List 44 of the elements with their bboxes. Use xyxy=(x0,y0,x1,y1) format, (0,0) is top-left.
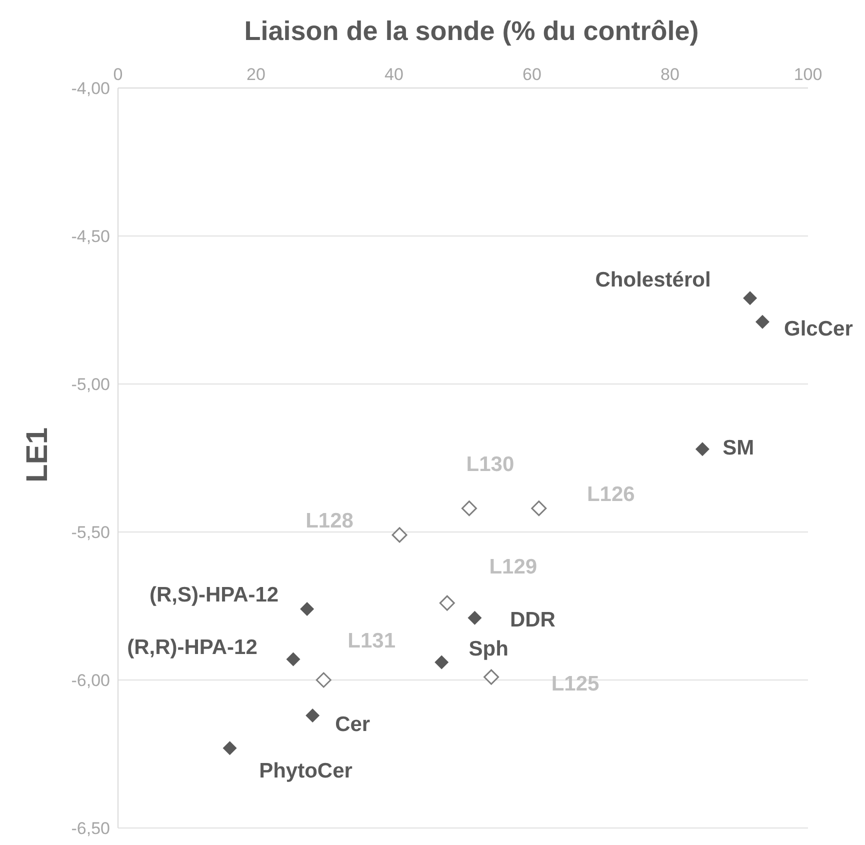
annotation: L130 xyxy=(466,452,514,476)
point xyxy=(484,669,500,685)
y-tick-label: -5,00 xyxy=(71,375,110,394)
y-tick-label: -6,00 xyxy=(71,671,110,690)
annotation: L126 xyxy=(586,482,635,506)
point xyxy=(306,708,320,723)
annotation: SM xyxy=(722,436,754,460)
annotation: Sph xyxy=(468,638,508,661)
annotation: DDR xyxy=(510,608,556,632)
x-tick-label: 60 xyxy=(522,65,542,84)
point xyxy=(743,291,758,306)
annotation: PhytoCer xyxy=(259,760,352,783)
annotation: Cholestérol xyxy=(595,268,711,292)
annotation: L129 xyxy=(489,556,538,579)
point xyxy=(531,500,547,516)
annotation: (R,S)-HPA-12 xyxy=(149,583,279,606)
point xyxy=(316,672,332,688)
point xyxy=(392,527,408,543)
annotation: (R,R)-HPA-12 xyxy=(127,636,258,659)
y-tick-label: -5,50 xyxy=(71,523,110,542)
point xyxy=(286,652,300,666)
annotation: Cer xyxy=(335,713,370,736)
y-tick-label: -6,50 xyxy=(71,819,110,838)
point xyxy=(468,610,482,625)
x-tick-label: 80 xyxy=(660,65,680,84)
y-axis-title: LE1 xyxy=(21,426,55,485)
point xyxy=(461,500,477,516)
annotation: L131 xyxy=(348,630,396,652)
chart-title: Liaison de la sonde (% du contrôle) xyxy=(243,16,700,47)
point xyxy=(222,741,237,756)
annotation: L128 xyxy=(306,509,354,532)
x-tick-label: 40 xyxy=(384,65,404,84)
x-tick-label: 20 xyxy=(246,65,266,84)
point xyxy=(434,655,449,670)
x-tick-label: 0 xyxy=(113,65,123,84)
y-tick-label: -4,00 xyxy=(71,79,110,98)
y-tick-label: -4,50 xyxy=(71,227,110,246)
point xyxy=(755,314,770,329)
x-tick-label: 100 xyxy=(794,65,822,84)
annotation: GlcCer xyxy=(784,317,853,340)
annotation: L125 xyxy=(551,672,600,696)
point xyxy=(695,442,710,456)
point xyxy=(300,602,314,616)
point xyxy=(439,595,455,611)
